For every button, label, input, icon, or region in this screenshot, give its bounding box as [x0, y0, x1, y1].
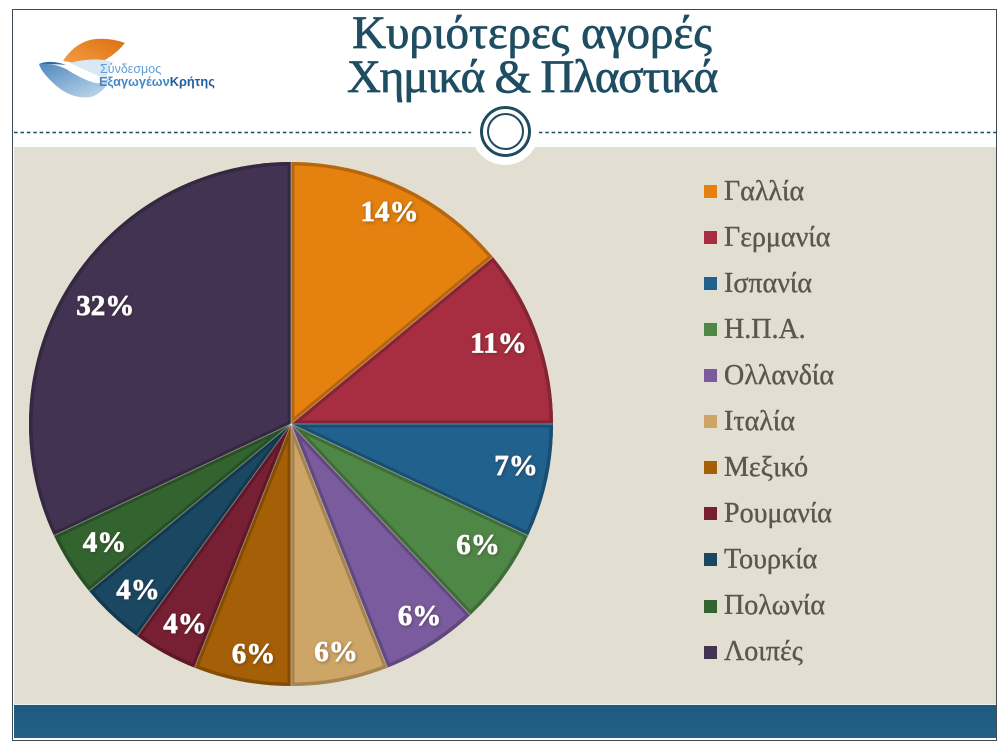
svg-text:4%: 4%	[116, 574, 160, 606]
svg-text:7%: 7%	[494, 450, 538, 482]
svg-text:6%: 6%	[314, 636, 358, 668]
svg-text:6%: 6%	[398, 600, 442, 632]
svg-text:ΕξαγωγέωνΚρήτης: ΕξαγωγέωνΚρήτης	[99, 74, 215, 89]
svg-text:4%: 4%	[163, 608, 207, 640]
svg-text:32%: 32%	[76, 290, 134, 322]
svg-text:Σύνδεσμος: Σύνδεσμος	[100, 62, 161, 76]
svg-text:11%: 11%	[470, 328, 526, 360]
svg-text:6%: 6%	[456, 529, 500, 561]
svg-text:6%: 6%	[232, 638, 276, 670]
svg-text:14%: 14%	[361, 196, 419, 228]
svg-text:4%: 4%	[83, 527, 127, 559]
